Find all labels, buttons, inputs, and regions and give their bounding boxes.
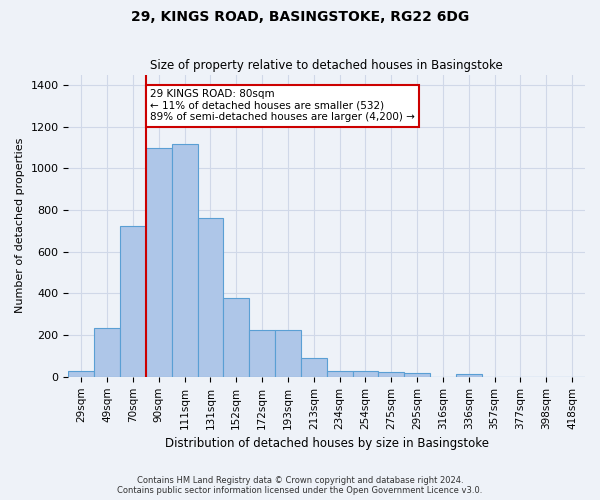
Bar — [404, 373, 430, 377]
Bar — [456, 374, 482, 377]
Bar — [68, 370, 94, 377]
Bar — [301, 358, 327, 377]
X-axis label: Distribution of detached houses by size in Basingstoke: Distribution of detached houses by size … — [165, 437, 489, 450]
Title: Size of property relative to detached houses in Basingstoke: Size of property relative to detached ho… — [151, 59, 503, 72]
Text: Contains HM Land Registry data © Crown copyright and database right 2024.
Contai: Contains HM Land Registry data © Crown c… — [118, 476, 482, 495]
Bar — [353, 371, 379, 377]
Bar — [146, 148, 172, 377]
Bar — [94, 328, 120, 377]
Bar — [275, 330, 301, 377]
Bar — [379, 372, 404, 377]
Bar — [249, 330, 275, 377]
Bar — [120, 226, 146, 377]
Text: 29, KINGS ROAD, BASINGSTOKE, RG22 6DG: 29, KINGS ROAD, BASINGSTOKE, RG22 6DG — [131, 10, 469, 24]
Bar — [172, 144, 197, 377]
Bar — [223, 298, 249, 377]
Bar — [197, 218, 223, 377]
Bar — [327, 370, 353, 377]
Y-axis label: Number of detached properties: Number of detached properties — [15, 138, 25, 314]
Text: 29 KINGS ROAD: 80sqm
← 11% of detached houses are smaller (532)
89% of semi-deta: 29 KINGS ROAD: 80sqm ← 11% of detached h… — [150, 89, 415, 122]
